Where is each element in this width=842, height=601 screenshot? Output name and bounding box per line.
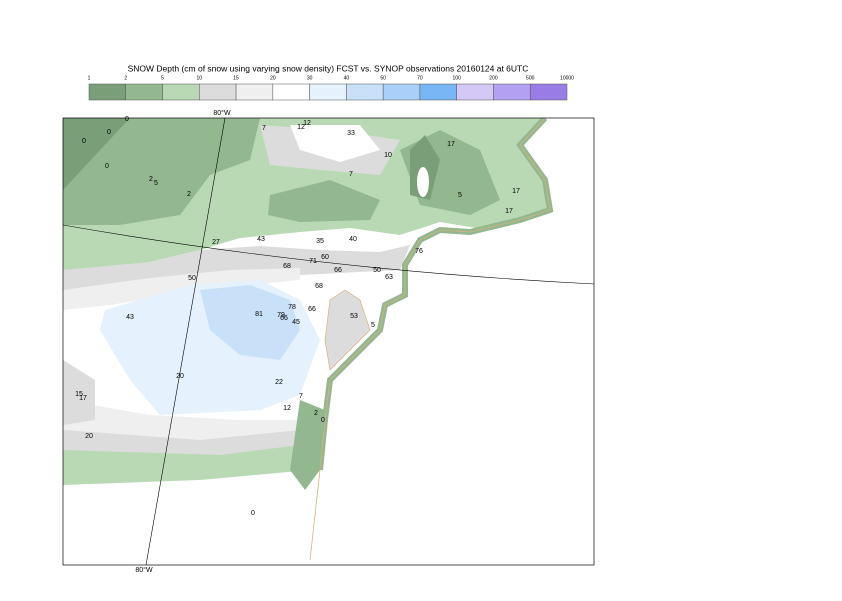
observation: 2 [149, 176, 153, 183]
colorbar-box [419, 83, 457, 101]
observation: 50 [188, 275, 196, 282]
snow-field [63, 118, 594, 565]
colorbar-label: 40 [344, 75, 350, 81]
observation: 35 [316, 238, 324, 245]
colorbar-box [346, 83, 384, 101]
observation: 12 [303, 120, 311, 127]
observation: 17 [447, 141, 455, 148]
observation: 79 [277, 312, 285, 319]
colorbar-label: 10000 [560, 75, 574, 81]
colorbar-label: 5 [161, 75, 164, 81]
observation: 12 [297, 124, 305, 131]
colorbar-label: 2 [124, 75, 127, 81]
colorbar-box [199, 83, 237, 101]
observation: 0 [107, 129, 111, 136]
observation: 0 [251, 510, 255, 517]
observation: 20 [176, 373, 184, 380]
colorbar-label: 1 [88, 75, 91, 81]
colorbar-box [88, 83, 127, 101]
observation: 20 [85, 433, 93, 440]
observation: 7 [299, 393, 303, 400]
observation: 68 [283, 263, 291, 270]
observation: 76 [415, 248, 423, 255]
observation: 66 [280, 315, 288, 322]
observation: 78 [288, 304, 296, 311]
observation: 27 [212, 239, 220, 246]
observation: 50 [373, 267, 381, 274]
colorbar-box [456, 83, 494, 101]
colorbar-box [382, 83, 421, 101]
observation: 5 [371, 322, 375, 329]
lon-label: 80°W [213, 109, 231, 117]
colorbar-box [235, 83, 274, 101]
observation: 63 [385, 274, 393, 281]
observation: 7 [262, 125, 266, 132]
observation: 2 [314, 410, 318, 417]
observation: 53 [350, 313, 358, 320]
colorbar-label: 50 [380, 75, 386, 81]
observation: 7 [349, 171, 353, 178]
observation: 17 [79, 395, 87, 402]
colorbar-label: 500 [526, 75, 535, 81]
observation: 0 [105, 163, 109, 170]
colorbar-label: 30 [307, 75, 313, 81]
observation: 17 [505, 208, 513, 215]
colorbar-box [162, 83, 200, 101]
colorbar-label: 10 [197, 75, 203, 81]
observation: 60 [321, 254, 329, 261]
observation: 12 [283, 405, 291, 412]
observation: 43 [126, 314, 134, 321]
observation: 71 [309, 258, 317, 265]
observation: 66 [308, 306, 316, 313]
colorbar-box [125, 83, 163, 101]
observation: 0 [321, 417, 325, 424]
observation: 33 [347, 130, 355, 137]
colorbar-label: 100 [453, 75, 462, 81]
map-frame [62, 117, 595, 566]
colorbar-label: 20 [270, 75, 276, 81]
observation: 81 [255, 311, 263, 318]
observation: 40 [349, 236, 357, 243]
colorbar-label: 15 [233, 75, 239, 81]
observation: 43 [257, 236, 265, 243]
colorbar-box [309, 83, 347, 101]
observation: 66 [334, 267, 342, 274]
observation: 5 [458, 192, 462, 199]
observation: 2 [187, 191, 191, 198]
observation: 68 [315, 283, 323, 290]
colorbar-label: 70 [417, 75, 423, 81]
colorbar-box [493, 83, 531, 101]
observation: 10 [384, 152, 392, 159]
observation: 15 [75, 391, 83, 398]
colorbar-box [529, 83, 568, 101]
title: SNOW Depth (cm of snow using varying sno… [128, 63, 529, 73]
observation: 17 [512, 188, 520, 195]
observation: 5 [154, 180, 158, 187]
colorbar-label: 200 [489, 75, 498, 81]
lon-label: 80°W [135, 566, 153, 574]
observation: 0 [125, 116, 129, 123]
colorbar: 1 2 5 10 15 20 30 40 50 70 100 200 500 10000 [88, 75, 574, 101]
observation: 22 [275, 379, 283, 386]
observation: 45 [292, 319, 300, 326]
observation: 0 [82, 138, 86, 145]
colorbar-box [272, 83, 310, 101]
